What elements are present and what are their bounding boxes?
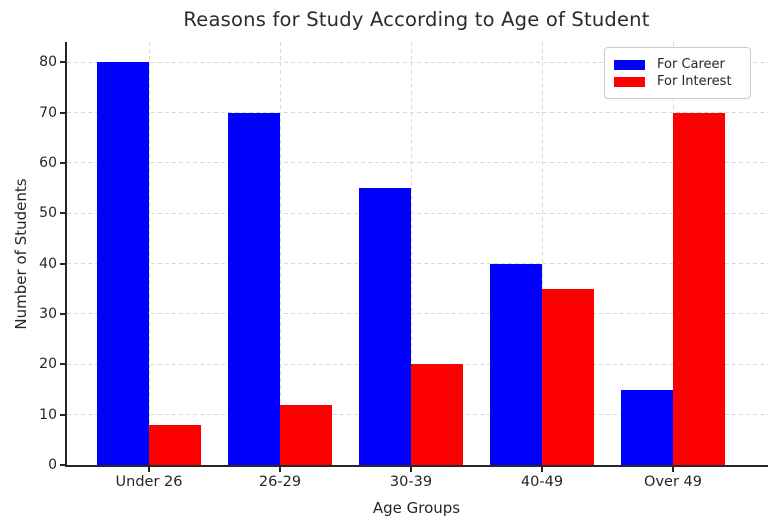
x-tick-mark-over-49 <box>672 467 674 472</box>
y-tick-label-10: 10 <box>39 406 57 423</box>
legend-item-for-career: For Career <box>614 57 742 73</box>
bar-for-career-30-39 <box>359 188 411 465</box>
x-tick-label-under-26: Under 26 <box>115 474 183 490</box>
y-tick-mark-10 <box>60 413 65 416</box>
gridline-v-30-39 <box>411 42 412 465</box>
gridline-h-60 <box>67 162 768 164</box>
gridline-h-20 <box>67 363 768 365</box>
legend: For Career For Interest <box>604 47 751 99</box>
legend-label-for-career: For Career <box>657 56 725 72</box>
x-tick-label-26-29: 26-29 <box>258 474 302 490</box>
bar-for-interest-40-49 <box>542 288 594 465</box>
bar-for-interest-30-39 <box>411 364 463 465</box>
y-tick-label-30: 30 <box>39 305 57 322</box>
y-tick-label-60: 60 <box>39 154 57 171</box>
y-tick-label-40: 40 <box>39 255 57 272</box>
x-tick-mark-30-39 <box>410 467 412 472</box>
x-tick-mark-26-29 <box>279 467 281 472</box>
gridline-h-50 <box>67 212 768 214</box>
gridline-v-26-29 <box>280 42 281 465</box>
legend-item-for-interest: For Interest <box>614 74 742 90</box>
gridline-v-40-49 <box>542 42 543 465</box>
y-tick-mark-70 <box>60 111 65 114</box>
bar-for-interest-26-29 <box>280 404 332 465</box>
bar-for-interest-over-49 <box>673 112 725 465</box>
bar-for-career-26-29 <box>228 112 280 465</box>
bar-for-career-under-26 <box>97 62 149 465</box>
y-tick-label-50: 50 <box>39 205 57 222</box>
y-tick-mark-80 <box>60 61 65 64</box>
for-interest-swatch-icon <box>614 77 645 87</box>
x-tick-label-40-49: 40-49 <box>520 474 564 490</box>
y-tick-label-80: 80 <box>39 54 57 71</box>
x-tick-mark-under-26 <box>148 467 150 472</box>
y-tick-mark-0 <box>60 464 65 466</box>
y-tick-label-0: 0 <box>48 457 57 473</box>
bar-for-career-40-49 <box>490 263 542 465</box>
gridline-h-70 <box>67 112 768 113</box>
chart-title: Reasons for Study According to Age of St… <box>183 8 650 31</box>
x-axis-label: Age Groups <box>372 499 461 517</box>
y-tick-label-20: 20 <box>39 356 57 373</box>
y-tick-mark-30 <box>60 312 65 315</box>
y-tick-mark-20 <box>60 363 65 366</box>
x-tick-mark-40-49 <box>541 467 543 472</box>
bar-for-career-over-49 <box>621 389 673 465</box>
x-tick-label-over-49: Over 49 <box>644 474 702 490</box>
gridline-h-40 <box>67 263 768 265</box>
x-tick-label-30-39: 30-39 <box>389 474 433 490</box>
y-tick-mark-40 <box>60 262 65 265</box>
bar-for-interest-under-26 <box>149 424 201 465</box>
legend-label-for-interest: For Interest <box>657 74 732 89</box>
y-tick-mark-60 <box>60 161 65 164</box>
y-tick-label-70: 70 <box>39 104 57 121</box>
y-tick-mark-50 <box>60 212 65 215</box>
for-career-swatch-icon <box>614 59 645 70</box>
gridline-h-30 <box>67 313 768 315</box>
gridline-h-80 <box>67 61 768 63</box>
gridline-v-under-26 <box>149 42 150 465</box>
plot-area <box>65 42 768 467</box>
